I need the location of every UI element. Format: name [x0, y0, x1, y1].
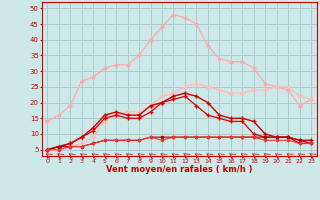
X-axis label: Vent moyen/en rafales ( km/h ): Vent moyen/en rafales ( km/h ) — [106, 165, 252, 174]
